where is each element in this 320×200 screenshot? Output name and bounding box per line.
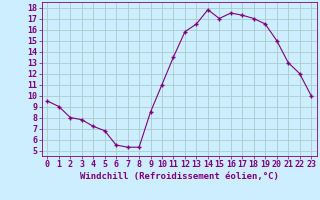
X-axis label: Windchill (Refroidissement éolien,°C): Windchill (Refroidissement éolien,°C) — [80, 172, 279, 181]
